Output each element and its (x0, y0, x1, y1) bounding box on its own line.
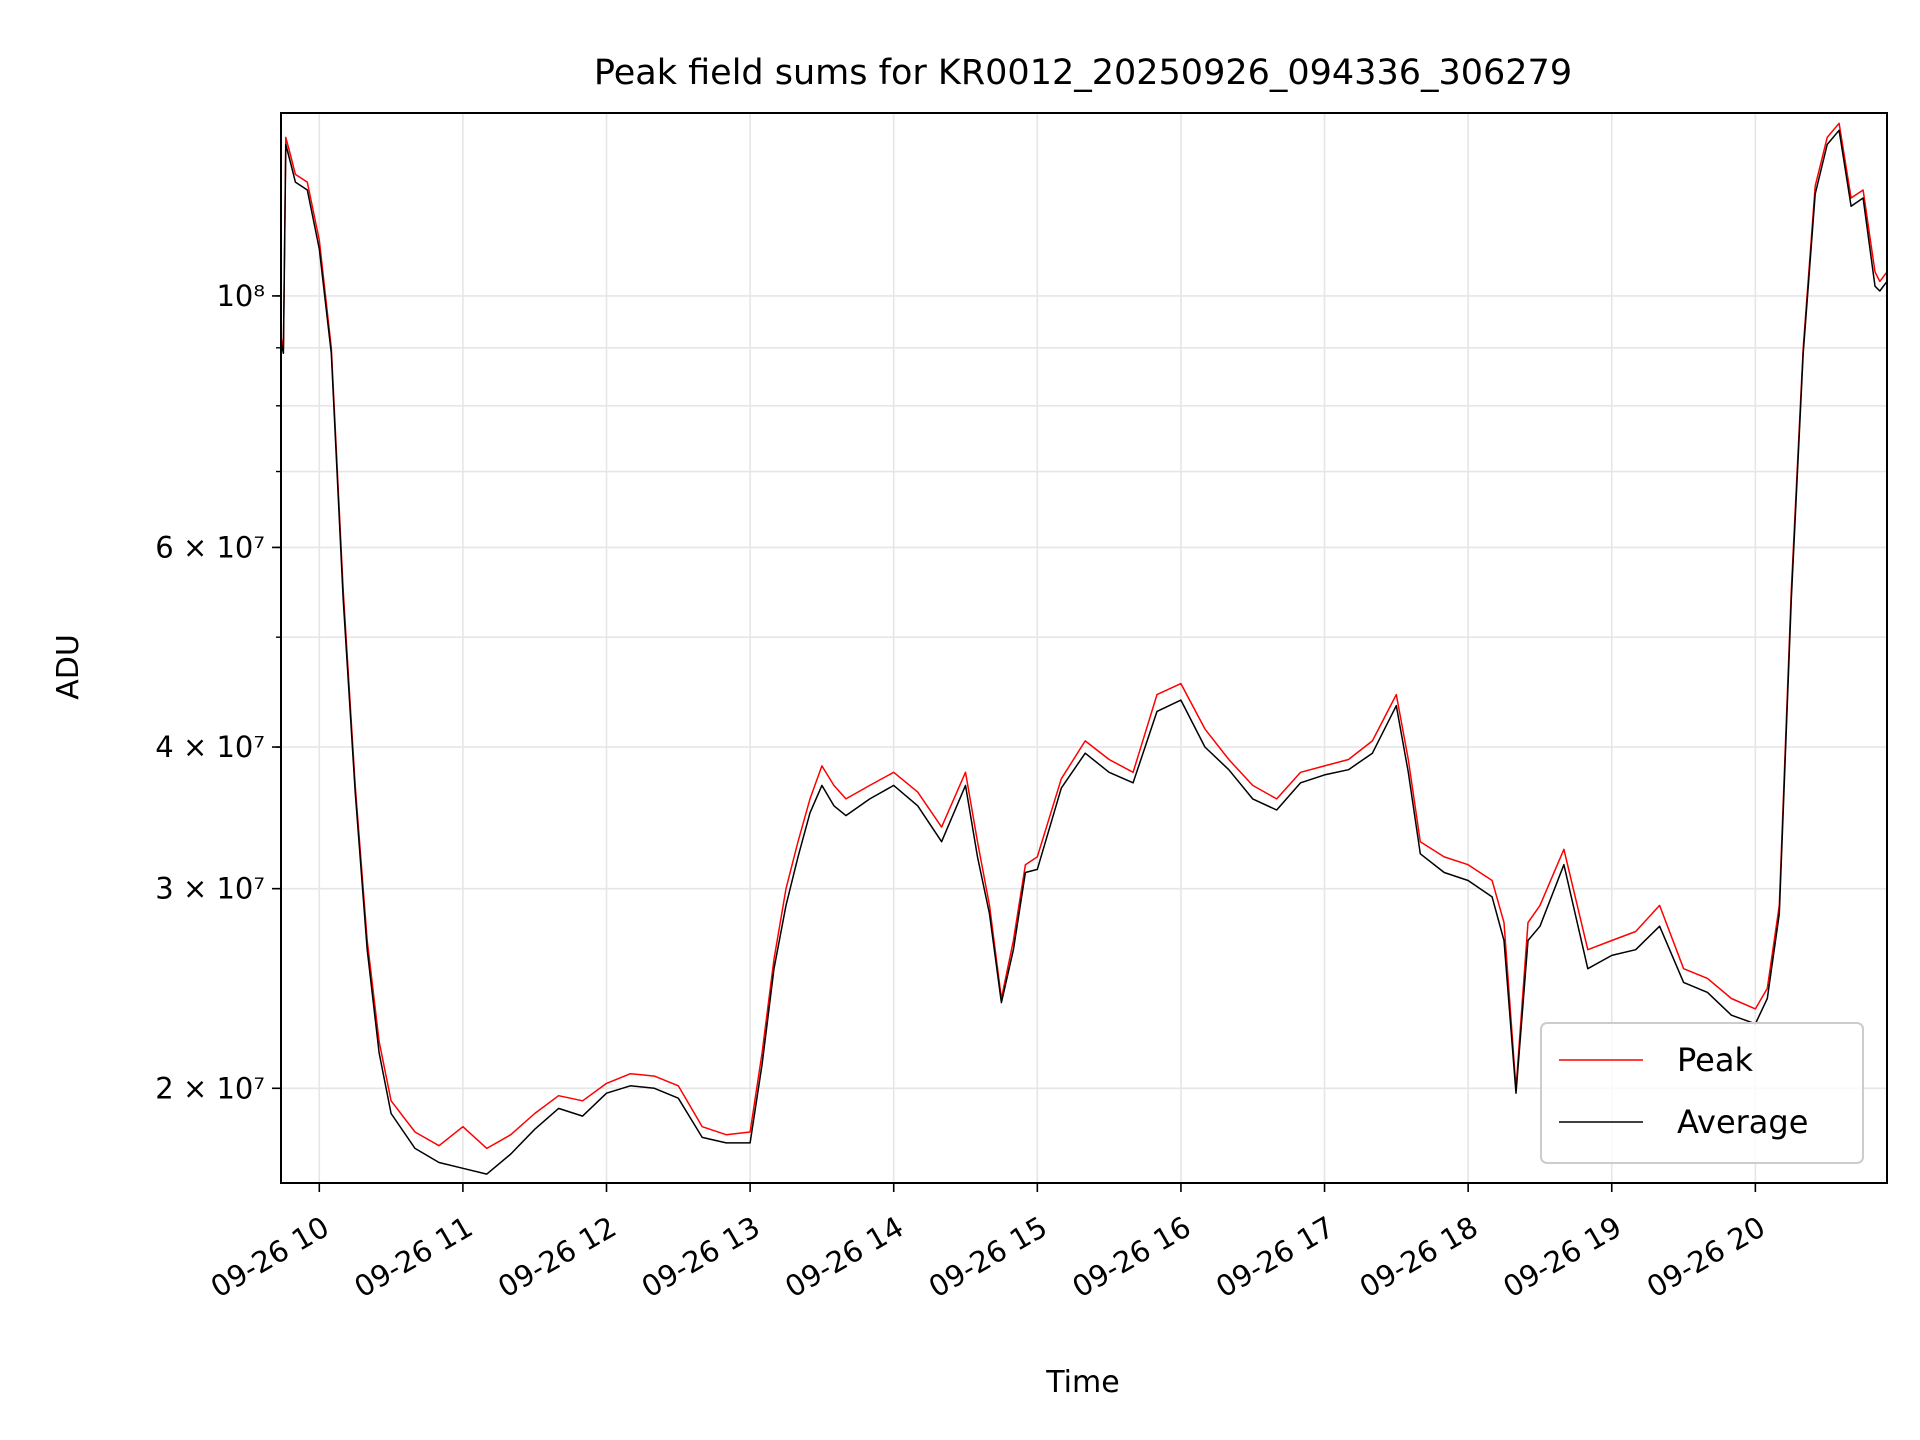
grid-layer (281, 113, 1887, 1183)
y-tick-label-6-10: 6 × 10⁷ (155, 530, 265, 564)
legend-label-peak: Peak (1677, 1041, 1753, 1079)
series-line-average (280, 129, 1888, 1175)
legend: Peak Average (1540, 1022, 1864, 1164)
y-axis-label: ADU (51, 634, 86, 700)
series-line-peak (280, 122, 1888, 1150)
chart-title: Peak field sums for KR0012_20250926_0943… (594, 53, 1572, 93)
y-tick-label-10: 10⁸ (216, 279, 265, 313)
y-axis-ticks: 10⁸ 6 × 10⁷ 4 × 10⁷ 3 × 10⁷ 2 × 10⁷ (155, 279, 281, 1105)
plot-frame (280, 112, 1888, 1184)
y-tick-label-2-10: 2 × 10⁷ (155, 1071, 265, 1105)
legend-box (1540, 1022, 1864, 1164)
y-tick-label-4-10: 4 × 10⁷ (155, 730, 265, 764)
legend-label-average: Average (1677, 1103, 1808, 1141)
y-tick-label-3-10: 3 × 10⁷ (155, 872, 265, 906)
series-layer (280, 122, 1888, 1175)
x-axis-label: Time (1045, 1365, 1119, 1400)
